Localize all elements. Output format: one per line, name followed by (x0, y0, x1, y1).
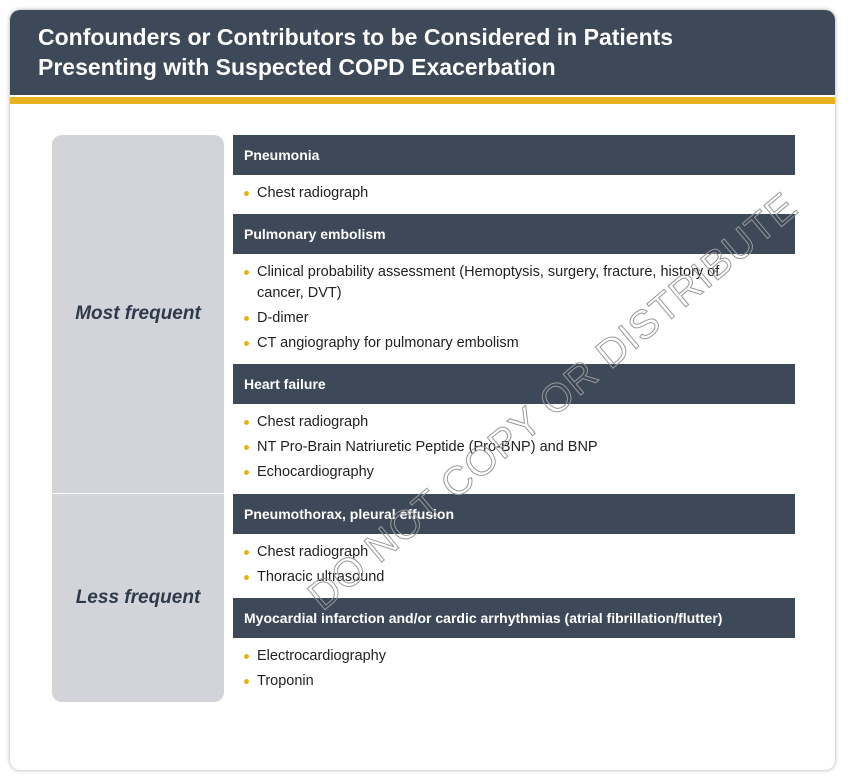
sections: Pneumonia Chest radiograph Pulmonary embol… (233, 135, 795, 493)
accent-bar (10, 97, 835, 104)
header: Confounders or Contributors to be Consid… (10, 10, 835, 95)
item-list: Electrocardiography Troponin (233, 638, 795, 702)
section-header: Pneumothorax, pleural effusion (233, 494, 795, 534)
group: Less frequent Pneumothorax, pleural effus… (52, 493, 795, 702)
list-item: CT angiography for pulmonary embolism (244, 333, 765, 354)
list-item: Electrocardiography (244, 646, 765, 667)
sections: Pneumothorax, pleural effusion Chest radi… (233, 494, 795, 702)
section-header: Myocardial infarction and/or cardic arrh… (233, 598, 795, 638)
section-header: Pneumonia (233, 135, 795, 175)
group-label: Less frequent (52, 494, 224, 702)
list-item: NT Pro-Brain Natriuretic Peptide (Pro-BN… (244, 437, 765, 458)
title-line: Confounders or Contributors to be Consid… (38, 24, 674, 50)
list-item: Chest radiograph (244, 542, 765, 563)
section-header: Pulmonary embolism (233, 214, 795, 254)
list-item: Troponin (244, 671, 765, 692)
group: Most frequent Pneumonia Chest radiograph Pu… (52, 135, 795, 493)
group-label: Most frequent (52, 135, 224, 493)
list-item: Clinical probability assessment (Hemopty… (244, 262, 765, 304)
list-item: Echocardiography (244, 462, 765, 483)
item-list: Chest radiograph NT Pro-Brain Natriuretic… (233, 404, 795, 493)
list-item: Chest radiograph (244, 412, 765, 433)
item-list: Chest radiograph (233, 175, 795, 214)
item-list: Clinical probability assessment (Hemopty… (233, 254, 795, 364)
title-line: Presenting with Suspected COPD Exacerbat… (38, 54, 556, 80)
table: Most frequent Pneumonia Chest radiograph Pu… (52, 135, 795, 702)
list-item: D-dimer (244, 308, 765, 329)
item-list: Chest radiograph Thoracic ultrasound (233, 534, 795, 598)
section-header: Heart failure (233, 364, 795, 404)
list-item: Chest radiograph (244, 183, 765, 204)
card: Confounders or Contributors to be Consid… (10, 10, 835, 770)
list-item: Thoracic ultrasound (244, 567, 765, 588)
